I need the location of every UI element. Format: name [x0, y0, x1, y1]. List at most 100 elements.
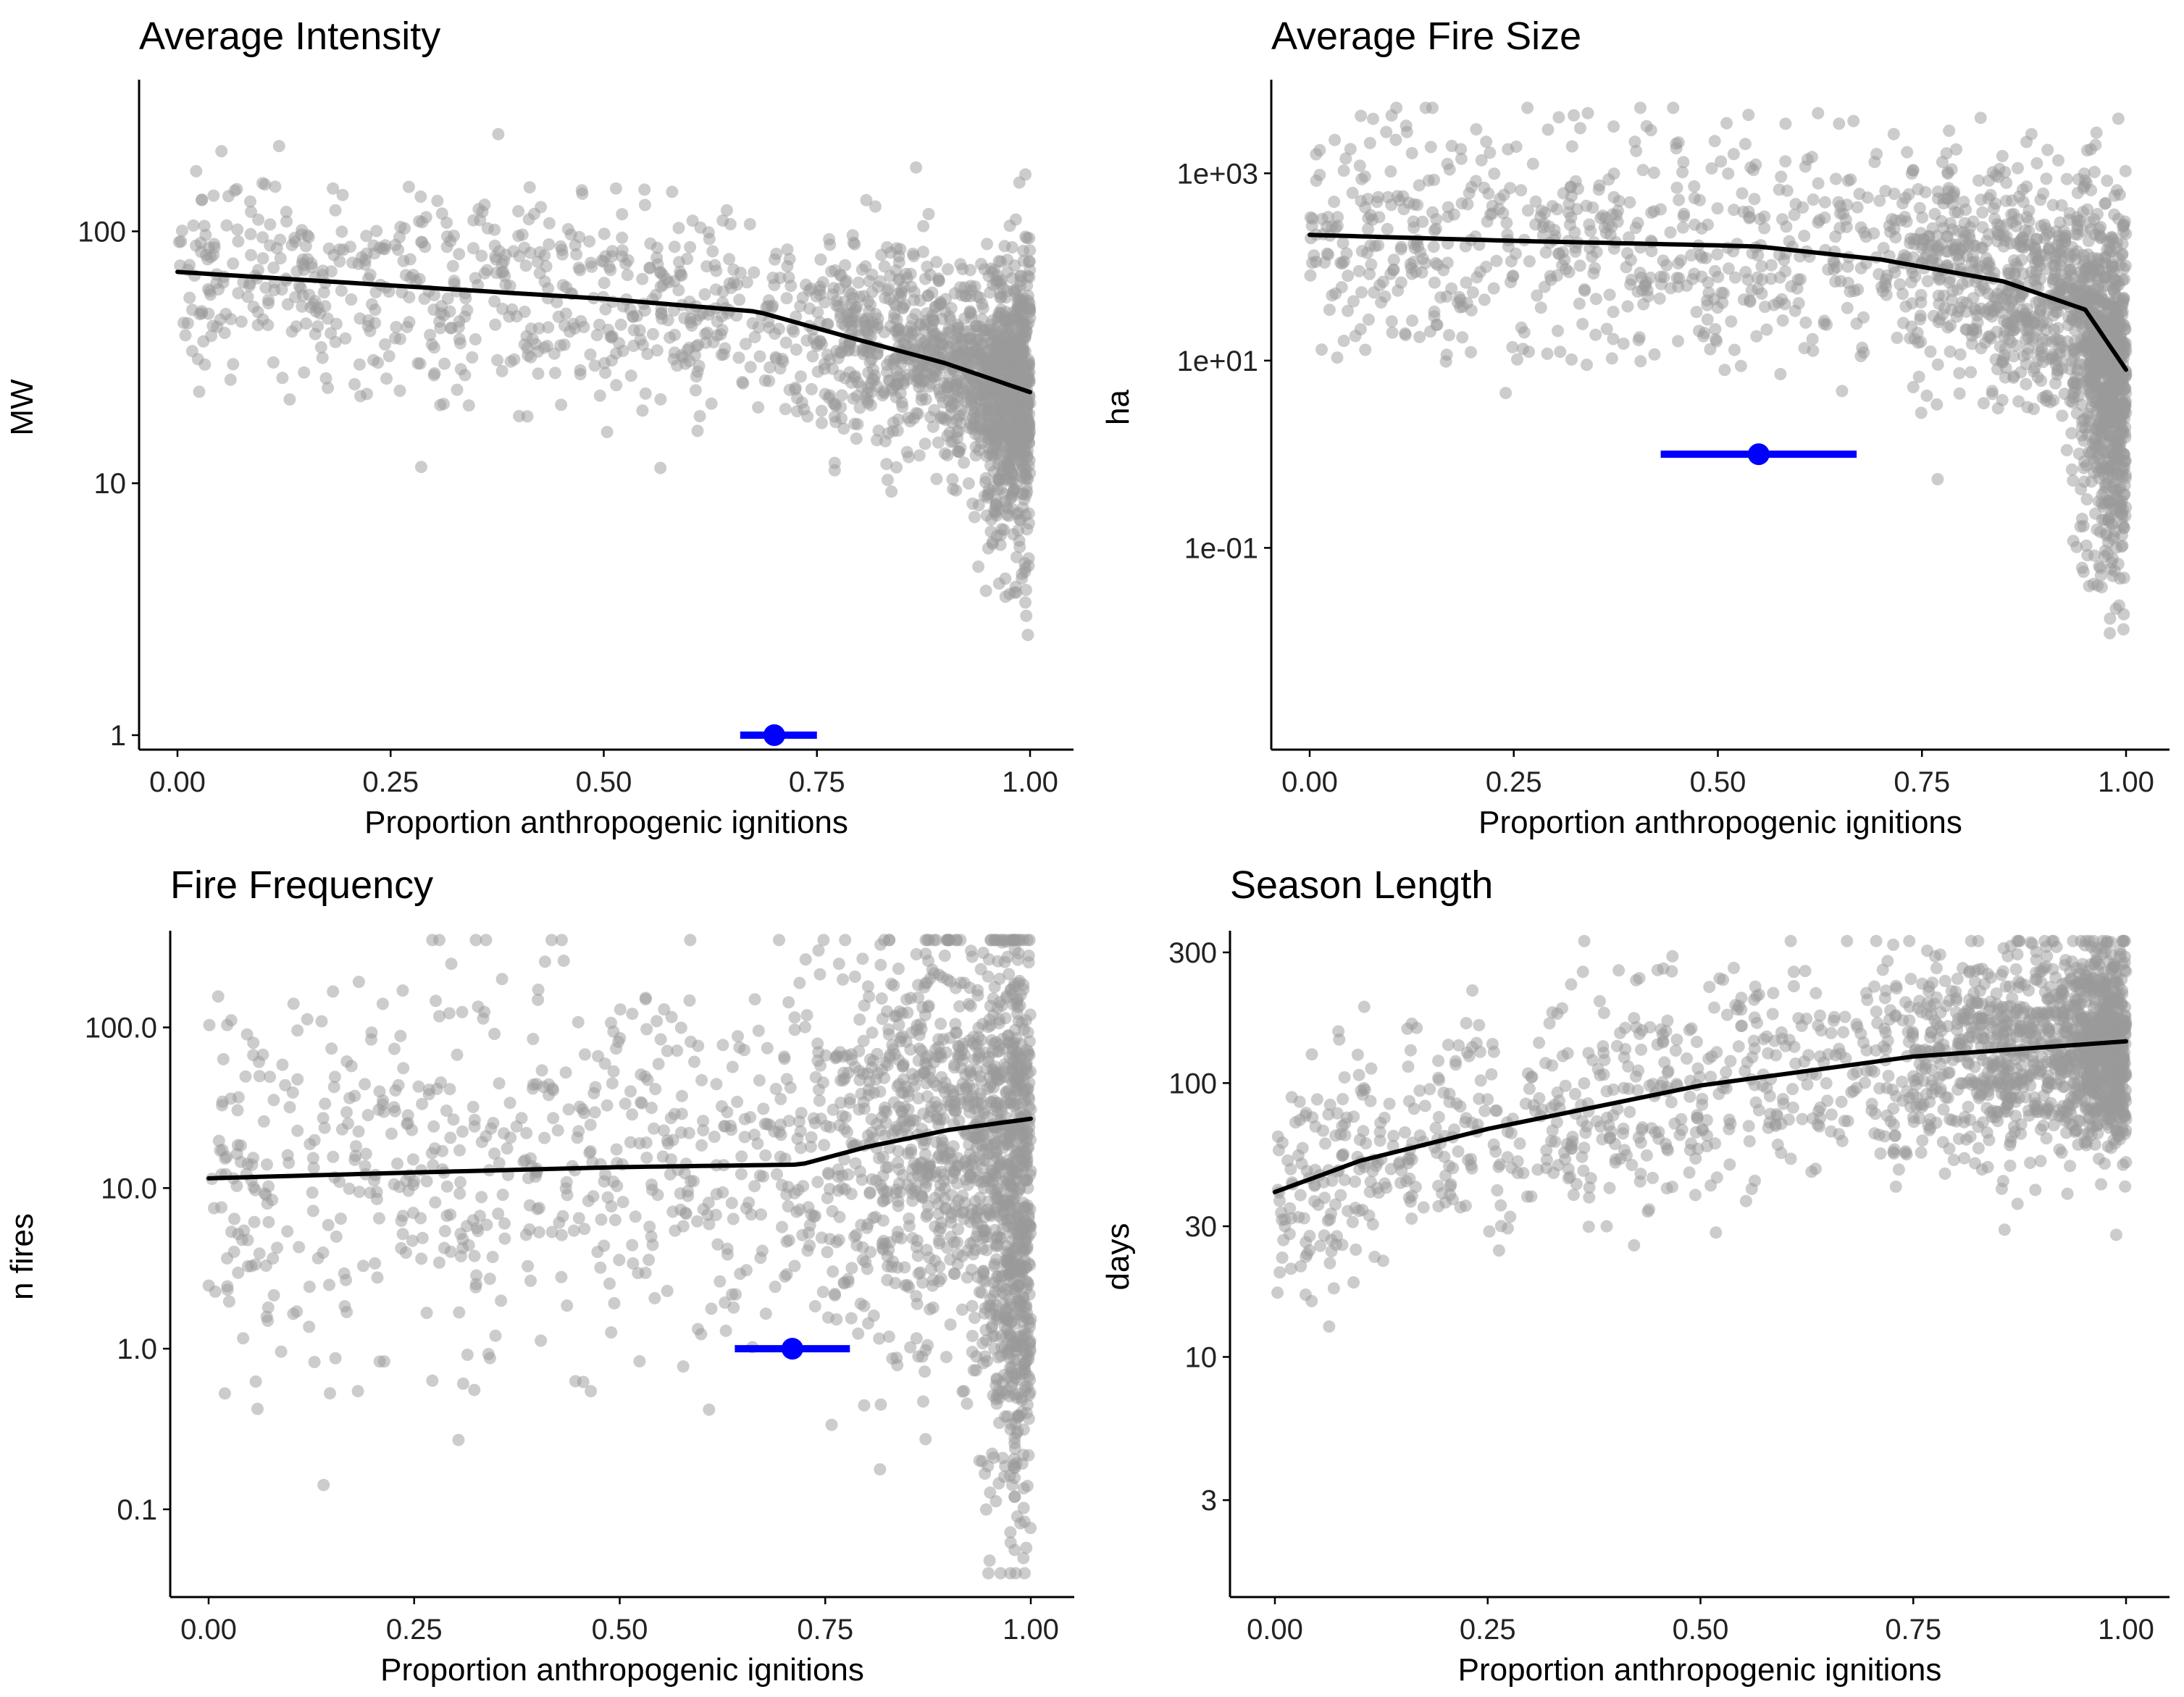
data-point: [937, 338, 950, 351]
data-point: [732, 1030, 744, 1043]
data-point: [1636, 164, 1649, 177]
data-point: [1645, 245, 1658, 258]
data-point: [579, 1048, 591, 1061]
data-point: [1521, 204, 1534, 217]
data-point: [1974, 112, 1987, 125]
data-point: [2085, 475, 2098, 488]
data-point: [547, 1112, 560, 1125]
data-point: [1937, 222, 1950, 235]
data-point: [616, 1196, 629, 1209]
data-point: [1387, 263, 1400, 276]
data-point: [2112, 112, 2125, 125]
data-point: [420, 1307, 433, 1320]
data-point: [626, 1108, 639, 1121]
data-point: [567, 1224, 580, 1237]
data-point: [2118, 215, 2131, 228]
data-point: [1991, 402, 2004, 415]
data-point: [244, 195, 256, 208]
data-point: [627, 324, 640, 337]
data-point: [1943, 125, 1956, 137]
data-point: [1402, 196, 1415, 209]
data-point: [1611, 215, 1624, 228]
data-point: [207, 189, 220, 202]
data-point: [794, 300, 807, 313]
data-point: [643, 1220, 656, 1233]
data-point: [720, 204, 733, 217]
data-point: [902, 451, 915, 464]
data-point: [782, 996, 795, 1009]
data-point: [992, 458, 1005, 471]
data-point: [513, 410, 526, 422]
data-point: [1644, 124, 1657, 137]
data-point: [1428, 276, 1441, 289]
data-point: [355, 251, 368, 264]
data-point: [1927, 309, 1940, 322]
data-point: [610, 379, 623, 392]
data-point: [987, 537, 999, 550]
data-point: [245, 206, 257, 218]
data-point: [1953, 366, 1966, 380]
data-point: [1484, 146, 1497, 159]
data-point: [2100, 527, 2113, 540]
data-point: [518, 306, 531, 318]
data-point: [1758, 210, 1771, 223]
data-point: [427, 1120, 440, 1133]
data-point: [958, 456, 971, 469]
data-point: [322, 242, 335, 255]
data-point: [639, 1070, 652, 1083]
data-point: [813, 335, 827, 348]
data-point: [698, 288, 711, 301]
data-point: [424, 329, 437, 341]
data-point: [583, 235, 596, 248]
data-point: [769, 327, 782, 340]
data-point: [848, 238, 861, 251]
data-point: [270, 242, 283, 255]
data-point: [1715, 155, 1728, 168]
data-point: [916, 389, 929, 402]
data-point: [878, 1105, 891, 1118]
data-point: [2075, 561, 2088, 574]
data-point: [353, 358, 366, 371]
data-point: [1779, 265, 1792, 278]
data-point: [1711, 248, 1724, 261]
data-point: [435, 207, 448, 220]
data-point: [2060, 444, 2073, 456]
data-point: [995, 523, 1008, 536]
data-point: [1439, 355, 1452, 368]
data-point: [394, 220, 407, 233]
data-point: [2071, 228, 2084, 241]
data-point: [1487, 282, 1500, 295]
data-point: [822, 391, 835, 404]
data-point: [327, 182, 340, 195]
data-point: [298, 366, 311, 379]
data-point: [972, 499, 985, 511]
data-point: [227, 257, 240, 270]
data-point: [1900, 215, 1913, 228]
data-point: [1315, 343, 1328, 356]
data-point: [974, 344, 987, 357]
data-point: [1499, 387, 1513, 400]
data-point: [1694, 193, 1706, 206]
data-point: [957, 408, 970, 421]
data-point: [954, 332, 967, 345]
data-point: [780, 292, 793, 305]
data-point: [976, 298, 989, 311]
data-point: [319, 372, 332, 385]
data-point: [1018, 359, 1032, 372]
data-point: [317, 286, 330, 299]
data-point: [181, 317, 194, 330]
data-point: [1562, 206, 1575, 219]
data-point: [267, 1289, 280, 1302]
data-point: [1904, 332, 1917, 345]
scatter-points: [172, 127, 1037, 642]
data-point: [671, 359, 684, 372]
data-point: [1976, 206, 1989, 219]
data-point: [1481, 215, 1494, 228]
data-point: [1906, 297, 1919, 310]
data-point: [598, 227, 611, 240]
data-point: [1798, 230, 1811, 243]
data-point: [1353, 159, 1366, 172]
data-point: [721, 1248, 734, 1261]
data-point: [811, 1176, 824, 1189]
data-point: [748, 266, 761, 279]
